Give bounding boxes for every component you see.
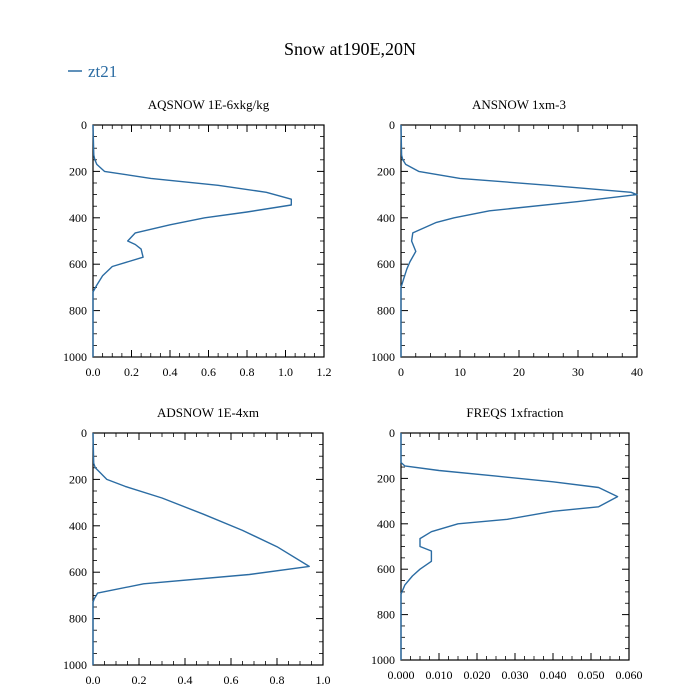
x-tick-label: 0.000 [388,668,415,682]
x-tick-label: 0 [398,365,404,379]
x-tick-label: 0.0 [86,365,101,379]
y-tick-label: 1000 [63,350,87,364]
y-tick-label: 400 [377,211,395,225]
x-tick-label: 0.050 [578,668,605,682]
y-tick-label: 800 [377,608,395,622]
x-tick-label: 0.8 [270,673,285,687]
x-tick-label: 0.8 [240,365,255,379]
figure-title: Snow at190E,20N [284,39,416,59]
y-tick-label: 400 [377,517,395,531]
x-tick-label: 0.010 [426,668,453,682]
panel-4: FREQS 1xfraction 0.000 0.010 0.020 0.030 0.04… [371,405,643,682]
y-tick-label: 200 [377,471,395,485]
series-line-zt21 [400,124,638,357]
x-tick-label: 0.6 [224,673,239,687]
y-tick-label: 400 [69,519,87,533]
panel-title: ADSNOW 1E-4xm [157,405,259,420]
y-tick-label: 400 [69,211,87,225]
panel-title: AQSNOW 1E-6xkg/kg [148,97,270,112]
panel-1: AQSNOW 1E-6xkg/kg 0.0 0.2 0.4 0.6 0.8 1.0 1.2 0 2… [63,97,332,379]
x-tick-label: 0.2 [124,365,139,379]
y-tick-label: 600 [69,565,87,579]
y-tick-label: 1000 [63,658,87,672]
x-tick-label: 0.4 [178,673,193,687]
y-tick-label: 0 [81,426,87,440]
plot-frame [400,124,638,358]
x-tick-label: 0.020 [464,668,491,682]
x-tick-label: 0.030 [502,668,529,682]
panel-title: FREQS 1xfraction [466,405,564,420]
x-tick-label: 0.060 [616,668,643,682]
x-tick-label: 30 [572,365,584,379]
y-tick-label: 200 [377,164,395,178]
x-tick-label: 0.040 [540,668,567,682]
y-tick-label: 200 [69,164,87,178]
x-tick-label: 0.6 [201,365,216,379]
panels: AQSNOW 1E-6xkg/kg 0.0 0.2 0.4 0.6 0.8 1.0 1.2 0 2… [63,97,643,687]
y-tick-label: 800 [69,612,87,626]
panel-3: ADSNOW 1E-4xm 0.0 0.2 0.4 0.6 0.8 1.0 0 200 400 60… [63,405,331,687]
y-tick-label: 200 [69,472,87,486]
y-tick-label: 1000 [371,653,395,667]
x-tick-label: 40 [631,365,643,379]
y-tick-label: 0 [389,426,395,440]
y-tick-label: 800 [69,304,87,318]
y-tick-label: 0 [81,118,87,132]
y-tick-label: 600 [377,257,395,271]
y-tick-label: 600 [69,257,87,271]
x-tick-label: 0.0 [86,673,101,687]
y-tick-label: 0 [389,118,395,132]
x-tick-label: 1.0 [316,673,331,687]
series-line-zt21 [400,433,619,660]
plot-frame [92,432,324,666]
y-tick-label: 1000 [371,350,395,364]
plot-frame [400,432,630,661]
panel-title: ANSNOW 1xm-3 [472,97,566,112]
legend: zt21 [68,62,117,81]
series-line-zt21 [92,124,292,357]
y-tick-label: 800 [377,304,395,318]
x-tick-label: 10 [454,365,466,379]
x-tick-label: 0.4 [163,365,178,379]
series-line-zt21 [92,432,310,665]
y-tick-label: 600 [377,562,395,576]
x-tick-label: 20 [513,365,525,379]
x-tick-label: 0.2 [132,673,147,687]
x-tick-label: 1.0 [278,365,293,379]
legend-label: zt21 [88,62,117,81]
x-tick-label: 1.2 [317,365,332,379]
